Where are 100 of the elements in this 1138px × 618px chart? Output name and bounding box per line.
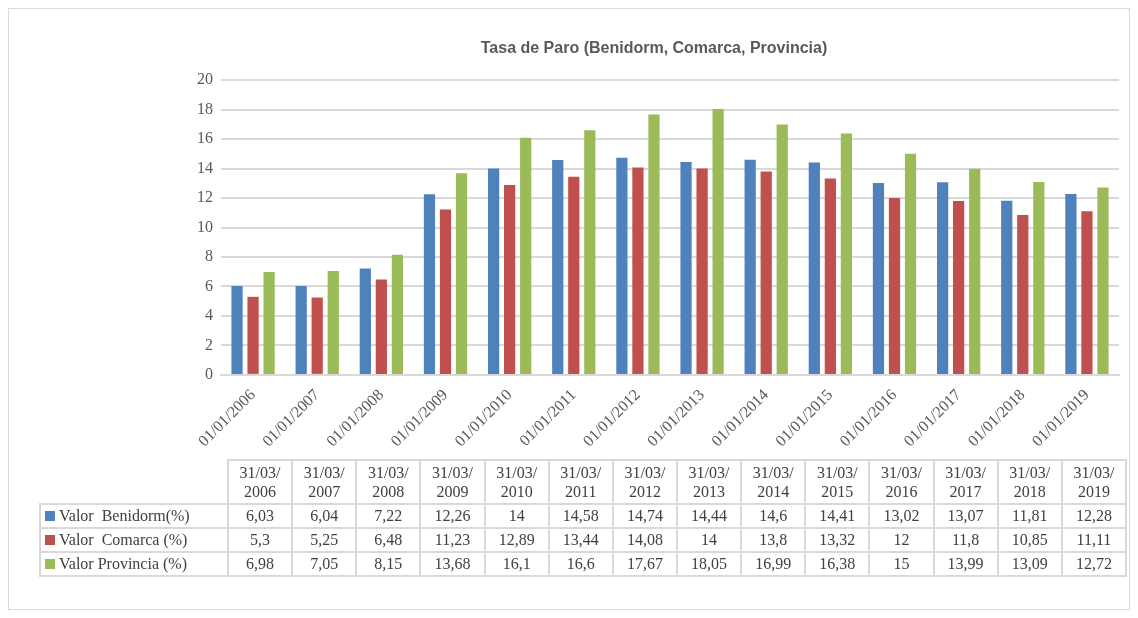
- data-label: 15: [869, 552, 934, 576]
- y-tick-label: 16: [197, 129, 213, 147]
- text: 31/03/2015: [805, 460, 870, 504]
- data-label: 14: [484, 504, 549, 528]
- data-label: 14,44: [676, 504, 742, 528]
- data-label: 16,99: [741, 552, 806, 576]
- y-tick-label: 14: [197, 158, 213, 176]
- data-label: 5,25: [292, 528, 357, 552]
- bar: [391, 254, 404, 374]
- bar: [247, 296, 259, 374]
- data-label: 14,74: [612, 504, 677, 528]
- bar: [552, 160, 564, 374]
- text: 31/03/2009: [420, 460, 485, 504]
- bar: [937, 182, 949, 374]
- bar: [584, 130, 596, 374]
- chart-title: Tasa de Paro (Benidorm, Comarca, Provincia): [480, 39, 828, 57]
- bar: [840, 133, 853, 374]
- text: 31/03/2017: [933, 460, 998, 504]
- data-label: 12,26: [420, 504, 485, 528]
- text: 31/03/2012: [612, 460, 677, 504]
- data-label: 6,98: [228, 552, 293, 576]
- data-label: 13,8: [741, 528, 806, 552]
- bar: [1001, 200, 1013, 374]
- bar: [680, 162, 692, 374]
- bar: [648, 114, 660, 374]
- bar: [953, 201, 965, 374]
- text: 31/03/2006: [228, 460, 293, 504]
- data-label: 12: [869, 528, 934, 552]
- legend-label: Valor Comarca (%): [40, 528, 228, 552]
- bar: [696, 168, 708, 374]
- bar: [439, 209, 452, 374]
- data-label: 11,11: [1061, 528, 1126, 552]
- bar: [488, 168, 500, 374]
- legend-label: Valor Provincia (%): [40, 552, 228, 576]
- data-label: 12,72: [1061, 552, 1126, 576]
- bar: [1065, 193, 1077, 374]
- y-tick-label: 4: [205, 306, 213, 324]
- bar: [760, 171, 772, 374]
- y-tick-label: 18: [197, 99, 213, 117]
- data-label: 16,1: [484, 552, 549, 576]
- bar: [311, 297, 323, 374]
- data-label: 13,02: [869, 504, 934, 528]
- bar: [263, 272, 275, 374]
- bar: [1017, 215, 1029, 374]
- bar: [359, 268, 371, 374]
- bar: [568, 176, 580, 374]
- data-label: 14,41: [805, 504, 870, 528]
- y-tick-label: 10: [197, 217, 213, 235]
- data-label: 12,89: [484, 528, 549, 552]
- bar: [327, 271, 339, 374]
- data-label: 6,04: [292, 504, 357, 528]
- bar: [904, 153, 917, 374]
- data-label: 13,68: [420, 552, 485, 576]
- y-tick-label: 20: [197, 70, 213, 88]
- data-label: 7,05: [292, 552, 357, 576]
- bar: [295, 285, 307, 374]
- bar: [712, 108, 724, 374]
- data-label: 13,99: [933, 552, 998, 576]
- data-label: 5,3: [228, 528, 293, 552]
- bar: [1097, 187, 1109, 374]
- bar: [504, 184, 516, 374]
- bar: [375, 279, 387, 374]
- data-label: 8,15: [356, 552, 421, 576]
- bar: [808, 162, 820, 374]
- data-label: 7,22: [356, 504, 421, 528]
- data-label: 14,08: [612, 528, 677, 552]
- text: 31/03/2008: [356, 460, 421, 504]
- text: 31/03/2013: [676, 460, 742, 504]
- data-label: 17,67: [612, 552, 677, 576]
- bar: [520, 137, 532, 374]
- data-label: 16,6: [548, 552, 613, 576]
- data-label: 10,85: [997, 528, 1062, 552]
- data-label: 14,6: [741, 504, 806, 528]
- data-label: 11,23: [420, 528, 485, 552]
- text: 31/03/2019: [1061, 460, 1126, 504]
- data-label: 13,44: [548, 528, 613, 552]
- data-label: 11,81: [997, 504, 1062, 528]
- bar: [776, 124, 788, 374]
- bar: [744, 159, 756, 374]
- y-tick-label: 2: [205, 335, 213, 353]
- bar: [872, 183, 885, 374]
- text: 31/03/2011: [548, 460, 613, 504]
- data-label: 6,48: [356, 528, 421, 552]
- data-label: 18,05: [676, 552, 742, 576]
- text: 31/03/2010: [484, 460, 549, 504]
- data-label: 16,38: [805, 552, 870, 576]
- text: 31/03/2016: [869, 460, 934, 504]
- legend-label: Valor Benidorm(%): [40, 504, 228, 528]
- y-tick-label: 8: [205, 247, 213, 265]
- text: 31/03/2007: [292, 460, 357, 504]
- bar: [888, 198, 901, 374]
- data-label: 12,28: [1061, 504, 1126, 528]
- text: 31/03/2014: [741, 460, 806, 504]
- data-label: 6,03: [228, 504, 293, 528]
- bar: [616, 157, 628, 374]
- bar: [632, 167, 644, 374]
- data-label: 14,58: [548, 504, 613, 528]
- data-label: 13,09: [997, 552, 1062, 576]
- data-label: 13,07: [933, 504, 998, 528]
- data-label: 11,8: [933, 528, 998, 552]
